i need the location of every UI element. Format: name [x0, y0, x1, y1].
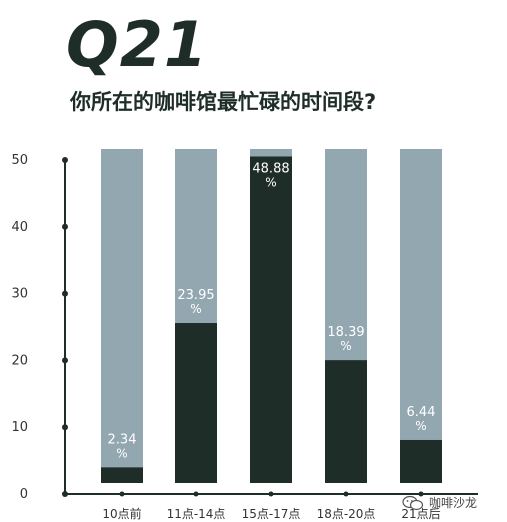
y-tick-label: 30 [11, 287, 28, 302]
y-tick-label: 0 [20, 487, 28, 502]
data-label: 48.88 [252, 161, 289, 176]
bar-background [400, 149, 442, 483]
data-label: 18.39 [327, 325, 364, 340]
data-label: % [190, 302, 201, 316]
data-label: % [265, 175, 276, 189]
watermark: 咖啡沙龙 [402, 494, 477, 511]
x-tick-label: 21点后 [401, 507, 440, 521]
x-tick-label: 11点-14点 [167, 507, 226, 521]
y-tick [62, 491, 68, 497]
y-tick-label: 50 [11, 153, 28, 168]
data-label: % [415, 419, 426, 433]
bar [325, 360, 367, 483]
data-label: % [340, 339, 351, 353]
bar [250, 156, 292, 483]
y-tick-label: 10 [11, 420, 28, 435]
y-tick [62, 424, 68, 431]
wechat-icon [402, 495, 424, 510]
data-label: 2.34 [108, 432, 137, 447]
bar [101, 467, 143, 483]
x-tick-label: 18点-20点 [317, 507, 376, 521]
x-tick-label: 15点-17点 [242, 507, 301, 521]
chart-subtitle: 你所在的咖啡馆最忙碌的时间段? [70, 90, 377, 114]
data-label: 6.44 [407, 405, 436, 420]
watermark-text: 咖啡沙龙 [429, 496, 478, 510]
y-tick-label: 40 [11, 220, 28, 235]
y-tick [62, 223, 68, 230]
data-label: % [116, 446, 127, 460]
bar [175, 323, 217, 483]
y-tick [62, 157, 68, 163]
bar [400, 439, 442, 483]
y-tick [62, 290, 68, 297]
question-number: Q21 [66, 8, 208, 81]
bar-background [101, 149, 143, 483]
y-tick-label: 20 [11, 353, 28, 368]
x-tick-label: 10点前 [102, 506, 141, 521]
y-tick [62, 357, 68, 364]
data-label: 23.95 [177, 288, 214, 303]
